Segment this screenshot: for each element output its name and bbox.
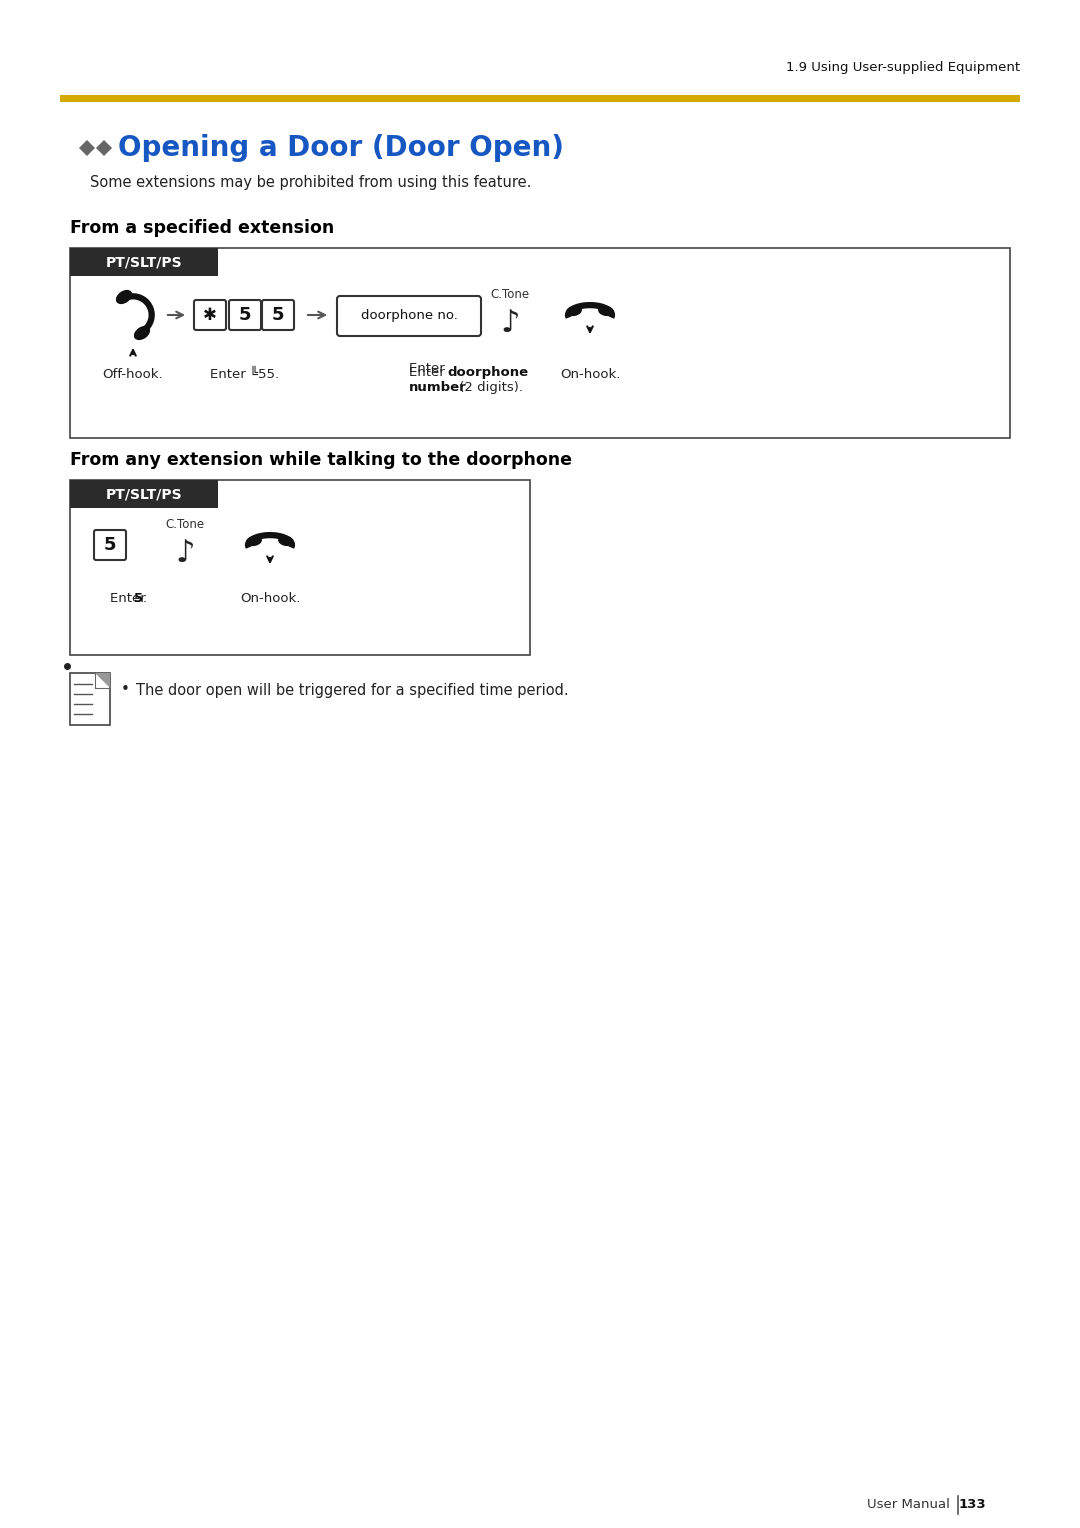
Text: number: number xyxy=(409,380,467,394)
Text: User Manual: User Manual xyxy=(867,1499,950,1511)
Text: ♪: ♪ xyxy=(175,538,194,567)
Text: Opening a Door (Door Open): Opening a Door (Door Open) xyxy=(118,134,564,162)
Text: 5: 5 xyxy=(104,536,117,555)
Text: Enter: Enter xyxy=(409,362,449,374)
Text: (2 digits).: (2 digits). xyxy=(455,380,523,394)
FancyBboxPatch shape xyxy=(229,299,261,330)
Text: The door open will be triggered for a specified time period.: The door open will be triggered for a sp… xyxy=(136,683,569,697)
Text: ♪: ♪ xyxy=(500,309,519,338)
FancyBboxPatch shape xyxy=(94,530,126,559)
Text: C.Tone: C.Tone xyxy=(165,518,204,532)
Polygon shape xyxy=(95,672,110,688)
Bar xyxy=(70,480,218,507)
Text: •: • xyxy=(121,683,130,697)
Ellipse shape xyxy=(598,306,613,316)
Text: 5: 5 xyxy=(272,306,284,324)
Text: Enter: Enter xyxy=(409,367,449,379)
Text: doorphone: doorphone xyxy=(447,367,528,379)
Text: Some extensions may be prohibited from using this feature.: Some extensions may be prohibited from u… xyxy=(90,176,531,191)
Bar xyxy=(70,248,1010,439)
Text: Enter: Enter xyxy=(110,591,150,605)
Polygon shape xyxy=(96,141,112,156)
Text: doorphone no.: doorphone no. xyxy=(361,309,458,321)
Text: .: . xyxy=(143,591,147,605)
FancyBboxPatch shape xyxy=(194,299,226,330)
FancyBboxPatch shape xyxy=(337,296,481,336)
Ellipse shape xyxy=(278,536,294,545)
Text: Enter ╚55.: Enter ╚55. xyxy=(211,368,280,382)
Text: 5: 5 xyxy=(134,591,144,605)
Ellipse shape xyxy=(566,306,582,316)
Text: On-hook.: On-hook. xyxy=(240,591,300,605)
Text: 133: 133 xyxy=(958,1499,986,1511)
Ellipse shape xyxy=(246,536,262,545)
Bar xyxy=(70,480,530,656)
Text: Off-hook.: Off-hook. xyxy=(103,368,163,382)
Bar xyxy=(70,248,218,277)
Bar xyxy=(60,95,1020,102)
FancyBboxPatch shape xyxy=(70,672,110,724)
Text: From any extension while talking to the doorphone: From any extension while talking to the … xyxy=(70,451,572,469)
Text: 5: 5 xyxy=(239,306,252,324)
Text: PT/SLT/PS: PT/SLT/PS xyxy=(106,487,183,501)
Text: On-hook.: On-hook. xyxy=(559,368,620,382)
Text: PT/SLT/PS: PT/SLT/PS xyxy=(106,255,183,269)
Text: From a specified extension: From a specified extension xyxy=(70,219,334,237)
Polygon shape xyxy=(79,141,95,156)
Ellipse shape xyxy=(116,290,132,304)
Ellipse shape xyxy=(134,325,150,341)
Text: ✱: ✱ xyxy=(203,306,217,324)
FancyBboxPatch shape xyxy=(262,299,294,330)
Text: 1.9 Using User-supplied Equipment: 1.9 Using User-supplied Equipment xyxy=(786,61,1020,75)
Text: C.Tone: C.Tone xyxy=(490,289,529,301)
